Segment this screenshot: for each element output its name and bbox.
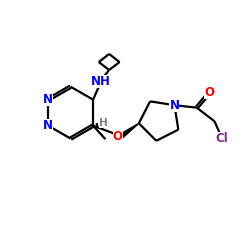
Text: O: O — [112, 130, 122, 142]
Text: NH: NH — [90, 74, 110, 88]
Text: N: N — [170, 99, 179, 112]
Text: O: O — [204, 86, 214, 99]
Text: N: N — [43, 93, 53, 106]
Text: H: H — [99, 118, 108, 128]
Text: Cl: Cl — [216, 132, 228, 144]
Text: N: N — [43, 119, 53, 132]
Polygon shape — [118, 123, 139, 139]
